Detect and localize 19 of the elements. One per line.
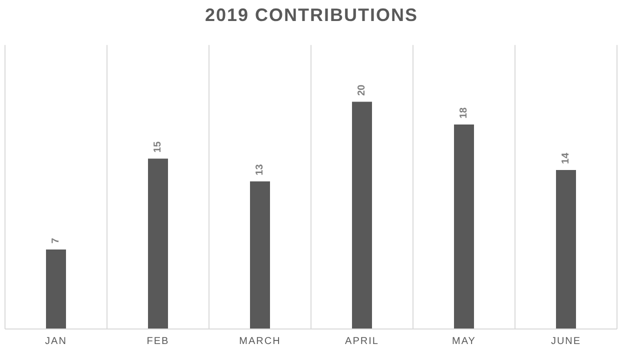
bar [556, 170, 576, 329]
data-label: 15 [152, 141, 164, 153]
x-tick-label: APRIL [345, 336, 379, 348]
x-tick-label: JUNE [550, 336, 582, 348]
bar [46, 249, 66, 329]
data-label: 14 [560, 152, 572, 164]
bar [352, 102, 372, 329]
data-label: 18 [458, 106, 470, 119]
bar [148, 158, 168, 329]
x-tick-label: MAY [452, 336, 476, 348]
data-label: 13 [254, 164, 266, 176]
x-tick-label: MARCH [239, 336, 281, 348]
bar [454, 124, 474, 329]
data-label: 20 [356, 84, 368, 96]
bar [250, 181, 270, 329]
x-tick-label: FEB [146, 336, 170, 348]
x-tick-label: JAN [45, 336, 67, 348]
chart-title: 2019 CONTRIBUTIONS [204, 5, 420, 26]
data-label: 7 [50, 237, 62, 244]
